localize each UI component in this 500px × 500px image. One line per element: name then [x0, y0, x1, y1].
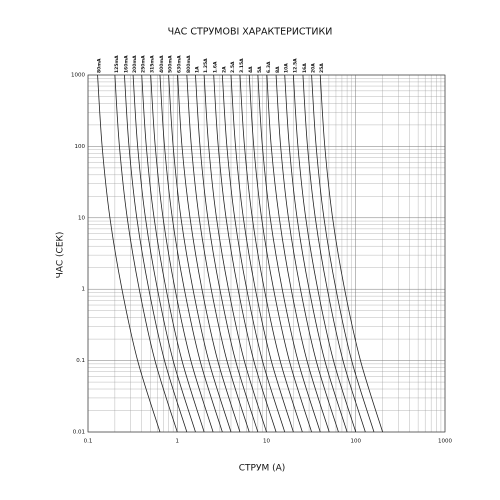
- fuse-curve: [168, 75, 232, 432]
- y-tick-label: 0.1: [76, 358, 85, 364]
- y-tick-label: 0.01: [73, 430, 85, 436]
- x-tick-label: 100: [351, 439, 362, 445]
- curve-label: 5A: [257, 66, 263, 73]
- curve-label: 6.3A: [266, 61, 272, 73]
- chart-title: ЧАС СТРУМОВІ ХАРАКТЕРИСТИКИ: [168, 27, 333, 38]
- fuse-curve: [124, 75, 188, 432]
- fuse-curve: [141, 75, 205, 432]
- fuse-curve: [203, 75, 267, 432]
- fuse-curve: [221, 75, 286, 432]
- fuse-curve: [159, 75, 223, 432]
- fuse-curve: [266, 75, 330, 432]
- curve-label: 1.25A: [203, 58, 209, 73]
- curve-label: 2A: [221, 66, 227, 73]
- curve-label: 200mA: [132, 55, 138, 73]
- x-tick-label: 10: [263, 439, 270, 445]
- curve-label: 800mA: [186, 55, 192, 73]
- curve-label: 10A: [284, 63, 290, 73]
- curve-label: 630mA: [177, 55, 183, 73]
- y-tick-label: 1: [82, 287, 86, 293]
- x-tick-label: 1000: [438, 439, 452, 445]
- curve-label: 160mA: [123, 55, 129, 73]
- curve-label: 4A: [248, 66, 254, 73]
- fuse-curve: [213, 75, 277, 432]
- fuse-curve: [230, 75, 294, 432]
- y-axis-label: ЧАС (СЕК): [56, 232, 66, 279]
- curve-label: 3.15A: [239, 58, 245, 73]
- curve-label: 80mA: [97, 58, 103, 73]
- fuse-curve: [177, 75, 241, 432]
- curve-label: 2.5A: [230, 61, 236, 73]
- fuse-curve: [97, 75, 161, 432]
- curve-label: 250mA: [141, 55, 147, 73]
- fuse-curve: [150, 75, 214, 432]
- curve-label: 1A: [194, 66, 200, 73]
- fuse-curve: [275, 75, 339, 432]
- fuse-curve: [132, 75, 196, 432]
- curve-label: 400mA: [159, 55, 165, 73]
- curve-label: 16A: [302, 63, 308, 73]
- curve-label: 1.6A: [213, 61, 219, 73]
- y-tick-label: 1000: [71, 73, 85, 79]
- fuse-curve: [311, 75, 375, 432]
- fuse-curve: [292, 75, 357, 432]
- fuse-curve: [114, 75, 178, 432]
- x-tick-label: 0.1: [84, 439, 93, 445]
- curve-label: 20A: [311, 63, 317, 73]
- curve-label: 125mA: [114, 55, 120, 73]
- fuse-curve: [239, 75, 303, 432]
- x-axis-label: СТРУМ (А): [239, 464, 286, 474]
- fuse-curve: [302, 75, 366, 432]
- fuse-curve: [257, 75, 321, 432]
- curve-label: 315mA: [150, 55, 156, 73]
- x-tick-label: 1: [176, 439, 180, 445]
- curve-label: 25A: [319, 63, 325, 73]
- fuse-curve: [195, 75, 259, 432]
- curve-label: 500mA: [168, 55, 174, 73]
- curve-label: 12.5A: [292, 58, 298, 73]
- fuse-curve: [186, 75, 250, 432]
- fuse-curve: [319, 75, 383, 432]
- fuse-curve: [284, 75, 348, 432]
- curve-label: 8A: [275, 66, 281, 73]
- fuse-curve: [248, 75, 312, 432]
- y-tick-label: 10: [78, 215, 85, 221]
- y-tick-label: 100: [75, 144, 86, 150]
